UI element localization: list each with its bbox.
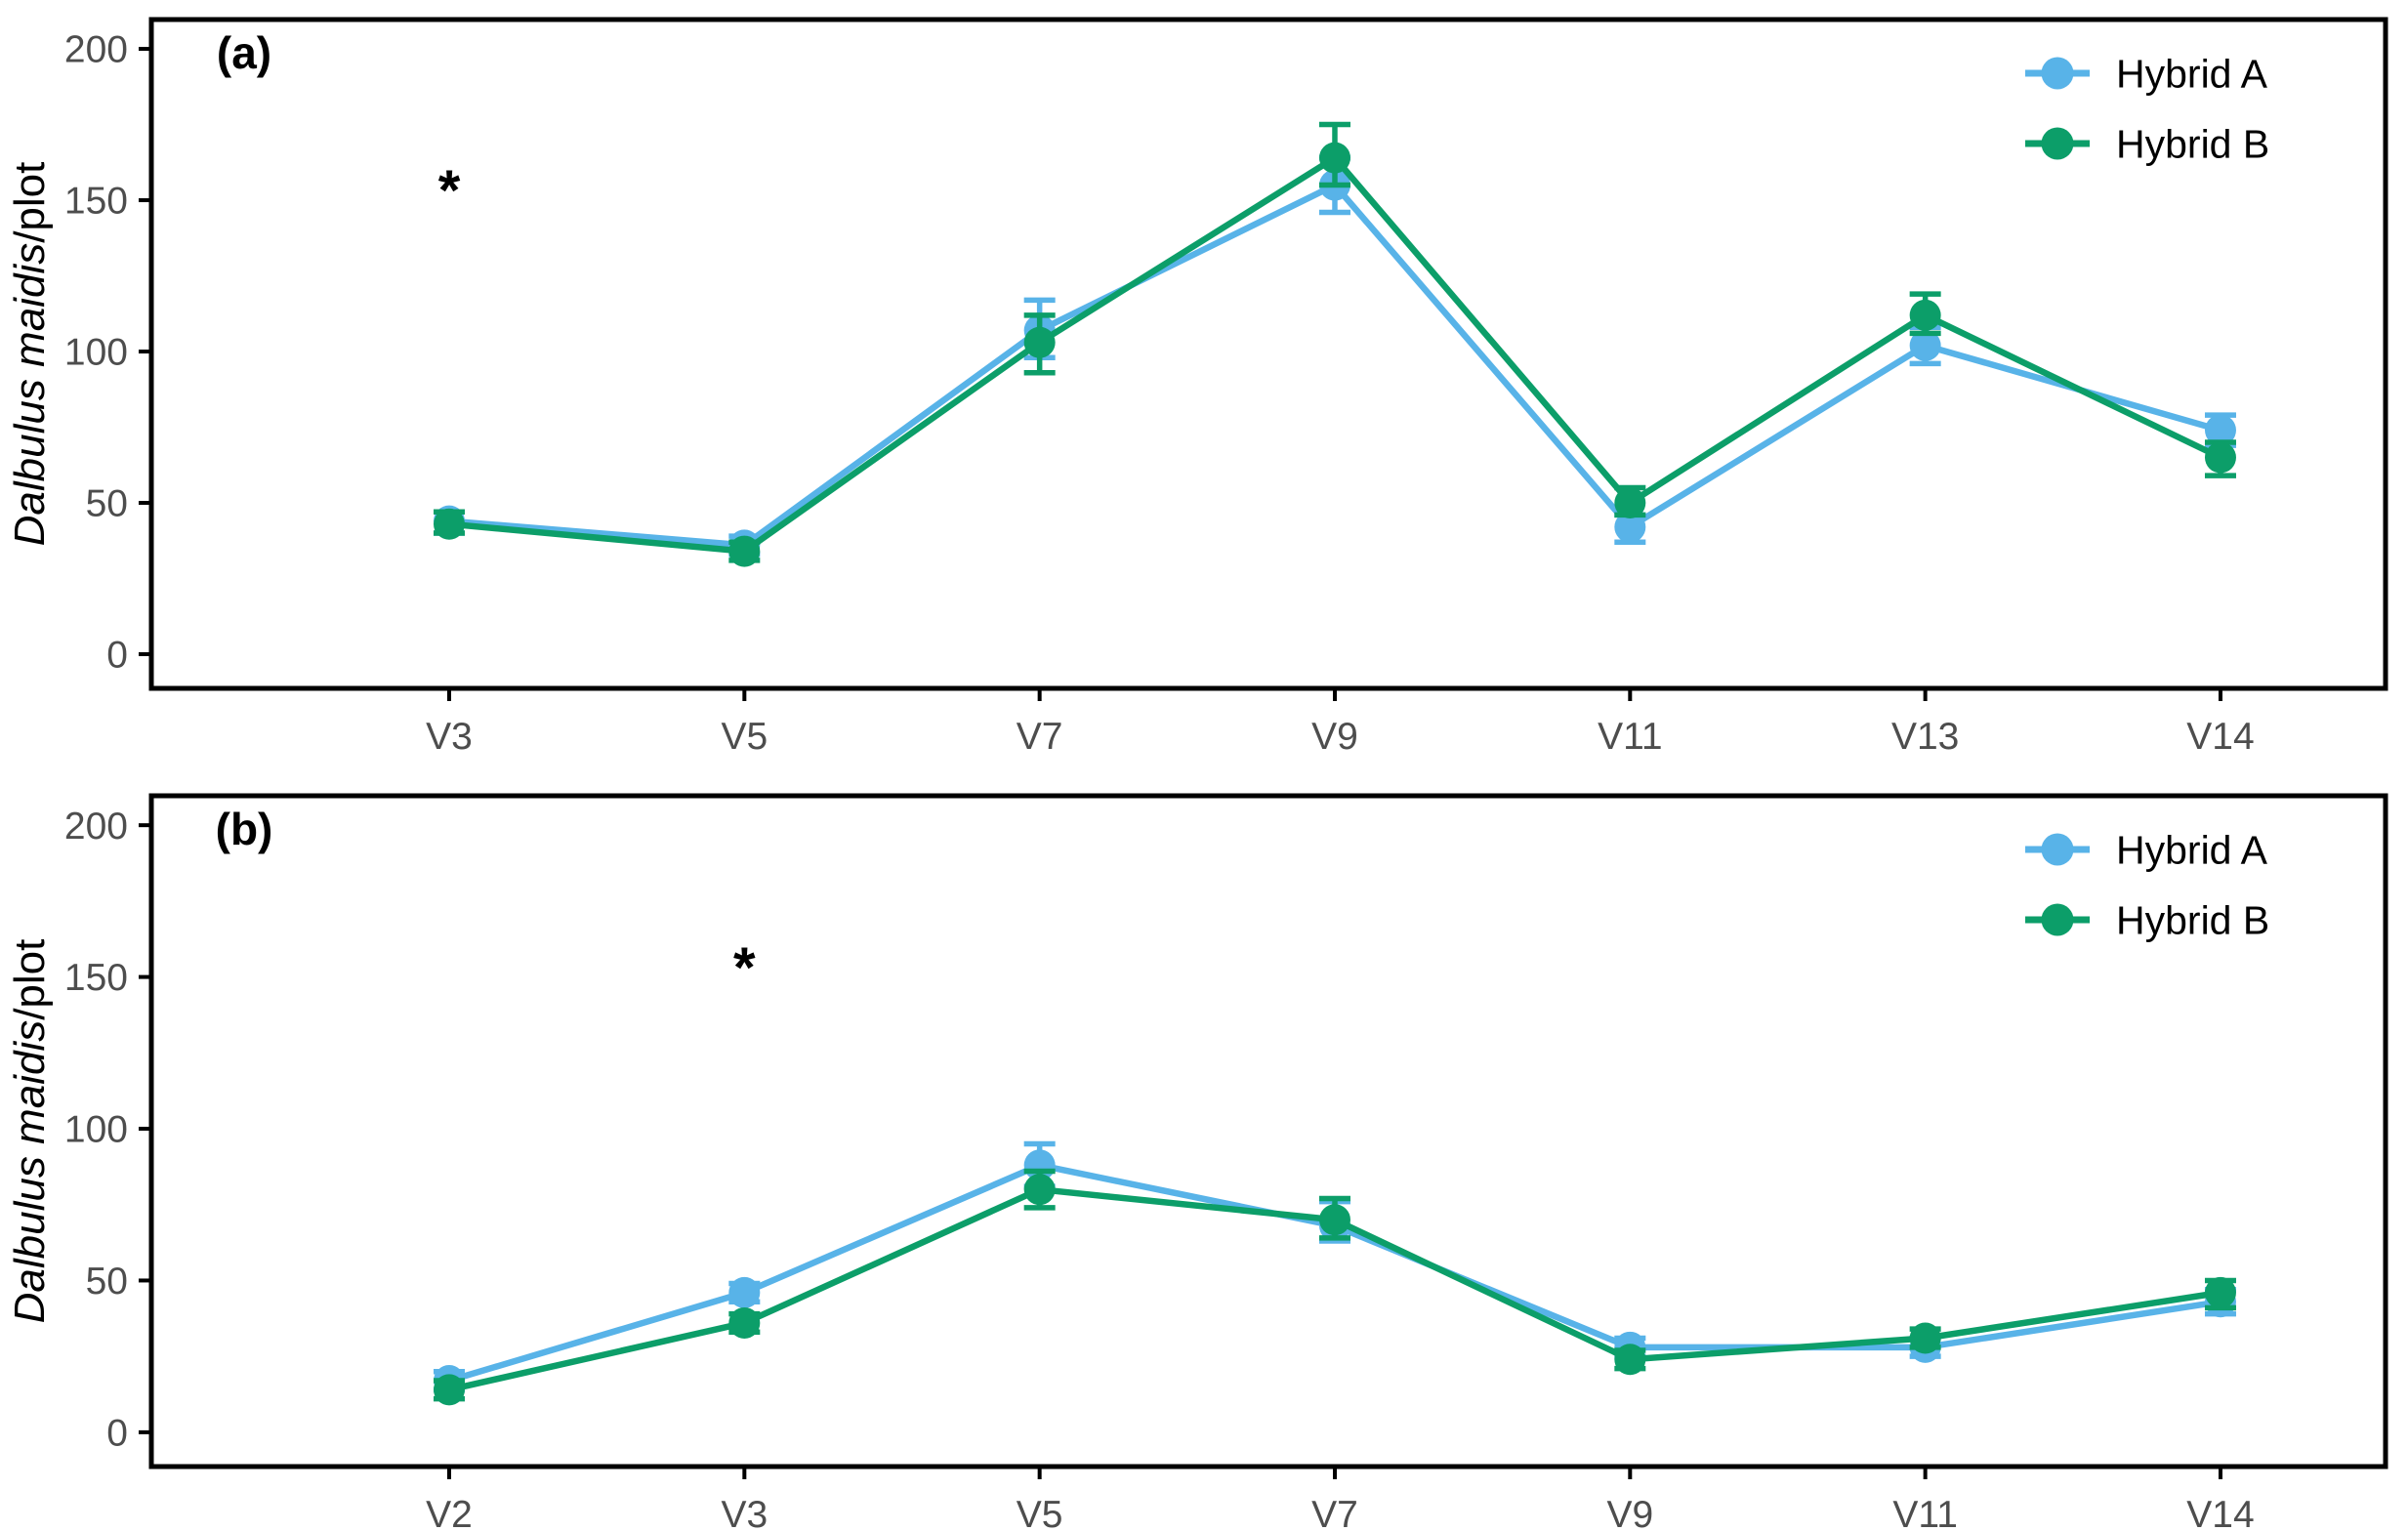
panel-label: (a) <box>217 27 271 78</box>
legend-key-marker <box>2041 903 2074 936</box>
data-point <box>434 508 465 540</box>
series-hybrid-b <box>434 121 2236 567</box>
data-point <box>1909 1322 1941 1354</box>
y-axis-title: Dalbulus maidis/plot <box>6 939 54 1324</box>
data-point <box>1318 1204 1350 1236</box>
x-tick-label: V7 <box>1311 1494 1358 1531</box>
x-tick-label: V2 <box>426 1494 473 1531</box>
data-point <box>1318 142 1350 174</box>
x-tick-label: V3 <box>426 716 473 758</box>
data-point <box>434 1374 465 1406</box>
y-tick-label: 50 <box>86 483 128 525</box>
data-point <box>2204 1276 2236 1308</box>
y-tick-label: 200 <box>64 29 128 71</box>
y-tick-label: 100 <box>64 332 128 374</box>
y-tick-label: 50 <box>86 1261 128 1303</box>
data-point <box>1614 1344 1646 1376</box>
x-tick-label: V11 <box>1892 1494 1958 1531</box>
y-tick-label: 150 <box>64 957 128 999</box>
panel-b: 0 50 100 150 200 V2 V3 V5 V7 V9 V11 V14 (b) Dalbulus … <box>6 793 2388 1531</box>
legend-label: Hybrid B <box>2116 897 2269 942</box>
series-line <box>445 182 2224 549</box>
y-tick-label: 150 <box>64 181 128 223</box>
series-hybrid-b <box>434 1168 2236 1406</box>
data-point <box>1909 329 1941 361</box>
data-point <box>2204 414 2236 446</box>
x-tick-label: V3 <box>721 1494 768 1531</box>
y-tick-label: 0 <box>106 635 128 677</box>
y-axis-title: Dalbulus maidis/plot <box>6 162 54 547</box>
y-tick-label: 200 <box>64 806 128 848</box>
panel-border <box>148 17 2388 691</box>
data-point <box>1023 1174 1056 1206</box>
y-tick-label: 100 <box>64 1109 128 1151</box>
data-point <box>2204 441 2236 474</box>
panel-border <box>148 793 2388 1469</box>
series-hybrid-a <box>434 154 2236 561</box>
data-point <box>728 535 761 567</box>
legend-key-marker <box>2041 127 2074 160</box>
panel-label: (b) <box>216 804 273 854</box>
x-tick-label: V14 <box>2186 1494 2254 1531</box>
x-tick-label: V14 <box>2186 716 2254 758</box>
x-tick-label: V11 <box>1598 716 1663 758</box>
data-point <box>728 1306 761 1339</box>
legend-label: Hybrid A <box>2116 827 2268 872</box>
legend-key-marker <box>2041 833 2074 866</box>
x-tick-label: V13 <box>1891 716 1959 758</box>
data-point <box>1614 486 1646 518</box>
y-tick-label: 0 <box>106 1413 128 1455</box>
panel-a: 0 50 100 150 200 V3 V5 V7 V9 V11 V13 V14 (a) Dalbulus… <box>6 17 2388 758</box>
legend-key-marker <box>2041 57 2074 90</box>
x-tick-label: V9 <box>1606 1494 1653 1531</box>
data-point <box>1023 326 1056 358</box>
legend-label: Hybrid A <box>2116 51 2268 96</box>
data-point <box>728 1276 761 1308</box>
x-tick-label: V7 <box>1017 716 1063 758</box>
x-tick-label: V5 <box>1017 1494 1063 1531</box>
significance-asterisk: * <box>438 159 461 223</box>
data-point <box>1614 511 1646 543</box>
x-tick-label: V5 <box>721 716 768 758</box>
x-tick-label: V9 <box>1311 716 1358 758</box>
legend-label: Hybrid B <box>2116 121 2269 166</box>
significance-asterisk: * <box>733 936 756 1000</box>
data-point <box>1909 299 1941 331</box>
series-hybrid-a <box>434 1140 2236 1397</box>
